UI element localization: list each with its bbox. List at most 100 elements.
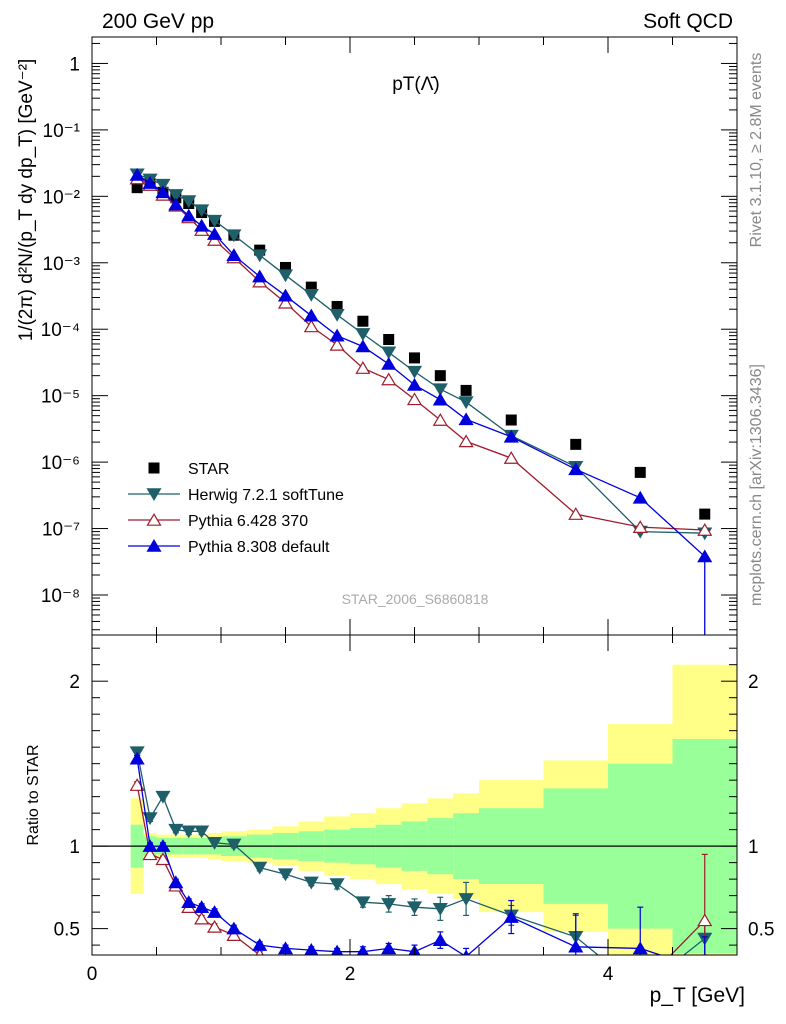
ratio-point-pythia-6-428-370 [569,990,582,1001]
main-point-herwig-7-2-1-softtune [381,346,397,360]
main-point-pythia-8-308-default [432,392,448,406]
ratio-point-pythia-8-308-default [462,949,470,955]
main-y-tick-label: 1 [69,54,80,75]
ratio-point-herwig-7-2-1-softtune [142,812,158,826]
main-panel: 1 10⁻¹ 10⁻² 10⁻³ 10⁻⁴ 10⁻⁵ 10⁻⁶ 10⁻⁷ 10⁻⁸ pT(Λ̄)… [16,36,738,636]
main-point-pythia-6-428-370 [381,372,397,386]
ratio-point-pythia-8-308-default [381,941,397,955]
ratio-point-pythia-8-308-default [155,839,171,852]
main-point-pythia-6-428-370 [568,507,584,520]
ratio-y-tick-label: 0.5 [54,920,80,941]
ratio-point-pythia-6-428-370 [408,966,421,977]
ratio-point-pythia-8-308-default [503,910,519,923]
ratio-point-herwig-7-2-1-softtune [168,823,184,837]
x-tick-label: 0 [87,964,98,985]
main-y-tick-label: 10⁻⁸ [41,586,80,607]
ratio-point-pythia-8-308-default [698,964,711,975]
main-point-pythia-6-428-370 [458,434,474,448]
ratio-point-pythia-8-308-default [356,944,369,955]
main-point-star [460,384,472,396]
ratio-point-herwig-7-2-1-softtune [277,868,294,882]
ratio-point-pythia-6-428-370 [305,962,318,973]
legend-marker [146,538,162,552]
ratio-panel: 0.5 0.5 1 1 2 2 0 2 4 Ratio to STAR p_T [GeV] [25,634,774,1007]
main-point-pythia-6-428-370 [329,337,345,351]
ratio-point-pythia-6-428-370 [697,913,713,927]
ratio-point-herwig-7-2-1-softtune [634,984,647,995]
ratio-point-pythia-8-308-default [129,751,145,765]
main-point-pythia-8-308-default [181,208,197,222]
ratio-point-pythia-8-308-default [142,839,158,852]
main-point-herwig-7-2-1-softtune [355,328,371,341]
legend: STAR Herwig 7.2.1 softTune Pythia 6.428 37… [128,461,344,556]
ratio-point-pythia-8-308-default [432,933,448,946]
main-point-herwig-7-2-1-softtune [406,365,423,379]
ratio-point-herwig-7-2-1-softtune [181,825,197,839]
ratio-point-pythia-8-308-default [194,900,210,913]
main-point-pythia-8-308-default [303,308,319,322]
main-point-pythia-8-308-default [458,412,474,426]
ratio-y-tick-label: 2 [69,672,80,693]
ratio-point-herwig-7-2-1-softtune [252,861,268,875]
source-label: mcplots.cern.ch [arXiv:1306.3436] [748,364,765,606]
main-y-tick-label: 10⁻⁷ [42,520,80,541]
main-point-star [570,438,582,450]
x-axis-label: p_T [GeV] [650,984,745,1007]
ratio-line-pythia-6-428-370 [136,784,706,955]
main-y-axis-label: 1/(2π) d²N/(p_T dy dp_T) [GeV⁻²] [16,59,37,342]
main-point-pythia-8-308-default [277,288,294,302]
legend-marker [146,488,162,502]
main-point-pythia-6-428-370 [277,295,294,309]
main-point-herwig-7-2-1-softtune [458,396,474,410]
ratio-point-pythia-6-428-370 [285,954,286,955]
ratio-point-pythia-6-428-370 [505,961,518,972]
main-point-pythia-8-308-default [381,356,397,370]
legend-label: Pythia 8.308 default [188,539,330,556]
ratio-point-herwig-7-2-1-softtune [329,878,345,892]
main-point-star [409,352,420,364]
main-y-tick-label: 10⁻⁵ [41,387,80,408]
main-point-star [331,300,343,312]
ratio-point-pythia-8-308-default [226,921,242,935]
main-point-pythia-8-308-default [194,218,210,232]
ratio-point-herwig-7-2-1-softtune [303,876,319,890]
ratio-point-pythia-8-308-default [331,944,344,955]
ratio-point-pythia-6-428-370 [207,919,223,933]
main-point-star [699,508,711,520]
ratio-point-pythia-6-428-370 [634,980,647,991]
watermark: STAR_2006_S6860818 [342,591,489,607]
ratio-point-herwig-7-2-1-softtune [381,898,397,911]
ratio-point-herwig-7-2-1-softtune [406,901,423,915]
main-point-pythia-6-428-370 [697,522,713,536]
ratio-point-pythia-8-308-default [207,905,223,918]
rivet-label: Rivet 3.1.10, ≥ 2.8M events [748,53,765,248]
main-point-pythia-8-308-default [226,248,242,262]
main-plot-title: pT(Λ̄) [392,74,440,95]
main-point-pythia-8-308-default [207,227,223,240]
main-point-pythia-8-308-default [503,429,519,443]
main-point-pythia-6-428-370 [432,412,448,426]
main-point-herwig-7-2-1-softtune [303,288,319,302]
ratio-point-herwig-7-2-1-softtune [226,838,242,852]
main-point-pythia-8-308-default [632,490,648,504]
ratio-point-herwig-7-2-1-softtune [155,790,171,804]
ratio-point-pythia-8-308-default [568,939,584,953]
energy-label: 200 GeV pp [102,10,214,33]
ratio-y-tick-label-right: 0.5 [748,920,774,941]
main-point-pythia-6-428-370 [632,520,648,533]
main-point-herwig-7-2-1-softtune [194,204,210,218]
main-point-pythia-8-308-default [329,328,345,342]
main-point-pythia-8-308-default [142,176,158,189]
ratio-point-herwig-7-2-1-softtune [194,825,210,839]
main-point-pythia-6-428-370 [303,319,319,333]
main-point-herwig-7-2-1-softtune [277,269,294,283]
main-point-star [505,414,517,426]
ratio-y-tick-label-right: 1 [748,837,759,858]
legend-marker [146,512,162,526]
ratio-point-pythia-6-428-370 [460,977,473,988]
main-y-tick-label: 10⁻³ [43,254,81,275]
ratio-point-pythia-8-308-default [632,941,648,955]
main-point-pythia-6-428-370 [355,361,371,374]
ratio-point-pythia-6-428-370 [382,964,395,975]
ratio-point-pythia-6-428-370 [142,847,158,861]
